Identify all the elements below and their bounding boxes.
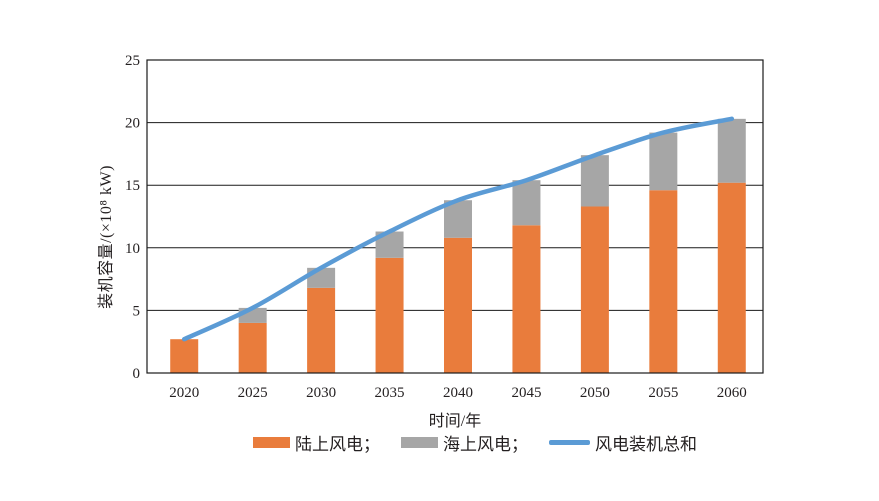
y-tick-label-5: 5 bbox=[133, 303, 141, 319]
x-tick-label-2020: 2020 bbox=[169, 385, 199, 401]
bar-onshore-2060 bbox=[717, 182, 746, 373]
y-tick-label-0: 0 bbox=[133, 366, 141, 382]
legend-label-onshore: 陆上风电； bbox=[295, 435, 380, 454]
y-tick-label-15: 15 bbox=[125, 178, 140, 194]
bar-onshore-2030 bbox=[307, 287, 336, 373]
bar-offshore-2050 bbox=[580, 155, 609, 207]
bar-onshore-2050 bbox=[580, 206, 609, 373]
x-tick-label-2055: 2055 bbox=[648, 385, 678, 401]
bar-onshore-2020 bbox=[170, 339, 199, 373]
bar-offshore-2040 bbox=[444, 200, 472, 238]
bar-onshore-2055 bbox=[649, 190, 678, 373]
onshore-bar-swatch-icon bbox=[253, 437, 290, 448]
x-axis-title: 时间/年 bbox=[428, 413, 482, 430]
total-capacity-line bbox=[181, 116, 735, 342]
y-tick-label-10: 10 bbox=[125, 241, 140, 257]
y-tick-label-25: 25 bbox=[125, 53, 140, 69]
legend: 陆上风电； 海上风电； 风电装机总和 bbox=[253, 430, 697, 455]
legend-label-offshore: 海上风电； bbox=[443, 435, 528, 454]
x-tick-label-2035: 2035 bbox=[375, 385, 405, 401]
bar-onshore-2045 bbox=[512, 225, 541, 373]
x-tick-label-2045: 2045 bbox=[511, 385, 541, 401]
legend-item-total: 风电装机总和 bbox=[549, 430, 697, 455]
bar-offshore-2055 bbox=[649, 132, 678, 191]
x-tick-label-2030: 2030 bbox=[306, 385, 336, 401]
x-tick-label-2060: 2060 bbox=[717, 385, 747, 401]
bar-onshore-2025 bbox=[238, 322, 267, 373]
bar-offshore-2045 bbox=[512, 180, 541, 226]
bar-onshore-2035 bbox=[375, 257, 404, 373]
x-tick-label-2025: 2025 bbox=[238, 385, 268, 401]
total-line-swatch-icon bbox=[549, 440, 590, 445]
y-tick-label-20: 20 bbox=[125, 116, 140, 132]
x-tick-label-2040: 2040 bbox=[443, 385, 473, 401]
legend-label-total: 风电装机总和 bbox=[595, 435, 697, 454]
bar-offshore-2030 bbox=[307, 267, 336, 288]
bar-offshore-2060 bbox=[717, 118, 746, 183]
offshore-bar-swatch-icon bbox=[401, 437, 438, 448]
bar-onshore-2040 bbox=[444, 237, 472, 373]
plot-border bbox=[146, 59, 764, 374]
x-tick-label-2050: 2050 bbox=[580, 385, 610, 401]
legend-item-onshore: 陆上风电； bbox=[253, 430, 380, 455]
legend-item-offshore: 海上风电； bbox=[401, 430, 528, 455]
